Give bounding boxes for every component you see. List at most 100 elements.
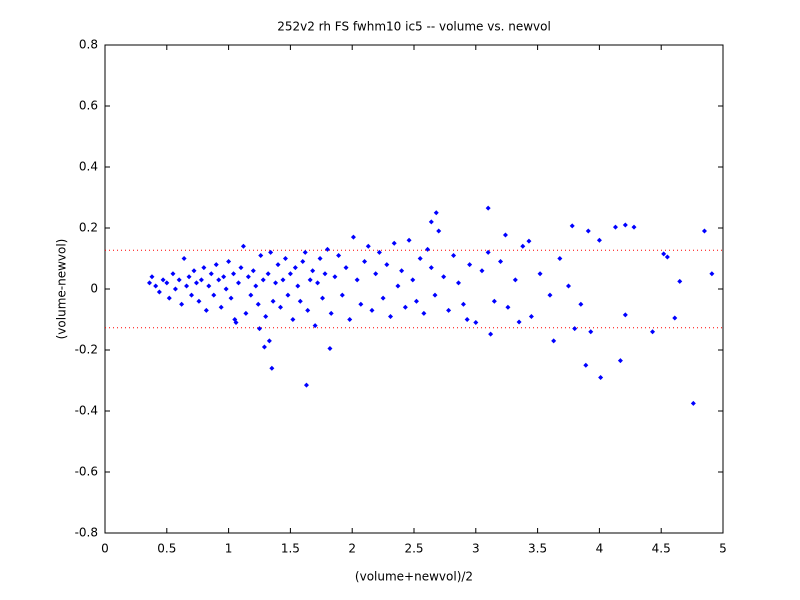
point <box>268 249 274 255</box>
point <box>473 320 479 326</box>
point <box>213 262 219 268</box>
point <box>358 301 364 307</box>
point <box>436 228 442 234</box>
point <box>569 223 575 229</box>
point <box>287 271 293 277</box>
point <box>347 317 353 322</box>
x-tick-label: 1.5 <box>281 542 300 556</box>
point <box>677 278 683 284</box>
x-axis-label: (volume+newvol)/2 <box>355 570 473 584</box>
point <box>193 280 199 286</box>
point <box>164 280 170 286</box>
point <box>339 292 345 298</box>
point <box>622 222 628 228</box>
point <box>399 268 405 274</box>
point <box>186 274 192 280</box>
point <box>402 304 408 310</box>
point <box>240 243 246 249</box>
point <box>253 283 259 289</box>
point <box>376 249 382 255</box>
point <box>336 252 342 258</box>
point <box>255 301 261 307</box>
x-tick-label: 0 <box>101 542 109 556</box>
point <box>258 252 264 258</box>
point <box>661 251 667 257</box>
point <box>250 268 256 274</box>
point <box>485 249 491 255</box>
point <box>441 274 447 280</box>
point <box>257 326 262 332</box>
point <box>428 265 434 271</box>
point <box>585 228 591 234</box>
point <box>278 304 284 310</box>
y-tick-label: 0.4 <box>79 160 98 174</box>
point <box>588 329 594 335</box>
x-tick-label: 3.5 <box>528 542 547 556</box>
point <box>176 277 182 283</box>
point <box>307 277 313 283</box>
point <box>502 232 508 238</box>
point <box>433 210 439 216</box>
point <box>275 262 281 268</box>
y-tick-label: -0.8 <box>75 526 98 540</box>
point <box>211 292 217 298</box>
point <box>216 277 222 283</box>
point <box>516 319 522 325</box>
point <box>491 298 497 304</box>
point <box>248 292 254 298</box>
point <box>332 274 338 280</box>
point <box>446 307 452 313</box>
point <box>388 313 394 319</box>
point <box>322 271 328 277</box>
point <box>451 252 457 258</box>
point <box>297 298 303 304</box>
point <box>320 295 326 301</box>
point <box>270 298 276 304</box>
point <box>184 283 190 289</box>
point <box>701 228 707 234</box>
point <box>467 262 473 268</box>
y-tick-label: 0.8 <box>79 38 98 52</box>
point <box>303 382 309 388</box>
point <box>365 243 371 249</box>
point <box>520 243 526 249</box>
point <box>317 256 323 261</box>
point <box>617 358 623 364</box>
point <box>505 304 511 310</box>
point <box>373 271 379 277</box>
point <box>498 259 504 265</box>
x-tick-label: 1 <box>225 542 233 556</box>
point <box>369 307 375 313</box>
point <box>598 374 604 380</box>
point <box>512 277 518 283</box>
x-tick-label: 2 <box>348 542 356 556</box>
point <box>223 286 229 292</box>
point <box>455 280 461 286</box>
point <box>245 274 251 280</box>
point <box>566 283 571 289</box>
point <box>460 301 466 307</box>
point <box>622 312 628 318</box>
point <box>146 280 152 286</box>
point <box>266 338 272 344</box>
y-axis-label: (volume-newvol) <box>55 239 69 340</box>
point <box>413 298 419 304</box>
point <box>181 256 187 261</box>
point <box>280 277 286 283</box>
y-tick-label: 0.2 <box>79 221 98 235</box>
point <box>300 259 306 265</box>
point <box>380 295 386 301</box>
point <box>260 277 266 283</box>
point <box>191 268 197 274</box>
point <box>226 259 232 265</box>
point <box>160 277 166 283</box>
point <box>557 256 563 261</box>
point <box>189 292 195 298</box>
point <box>198 277 204 283</box>
point <box>384 262 390 268</box>
point <box>290 317 296 322</box>
point <box>551 338 557 344</box>
point <box>285 292 291 298</box>
point <box>179 301 185 307</box>
point <box>156 289 162 295</box>
